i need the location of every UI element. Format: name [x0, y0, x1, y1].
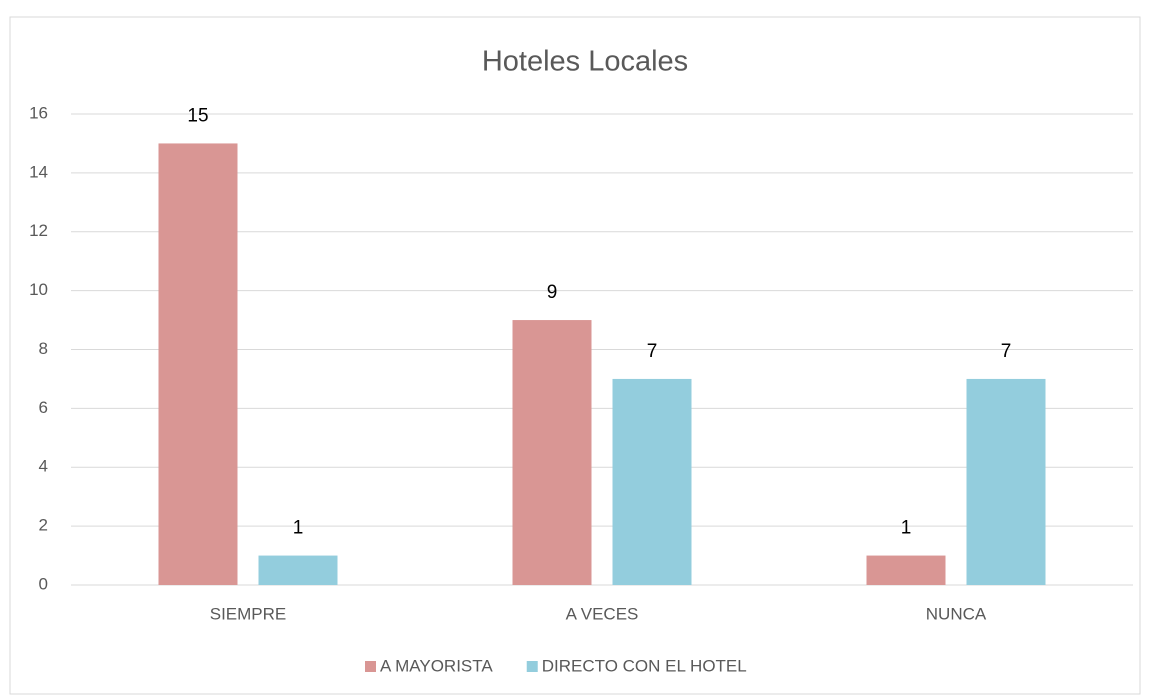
data-label: 1: [901, 518, 912, 539]
bar: [966, 378, 1046, 585]
y-tick-label: 10: [29, 280, 48, 299]
y-tick-label: 8: [39, 339, 48, 358]
x-tick-label: NUNCA: [926, 604, 987, 623]
bar: [866, 555, 946, 585]
legend-swatch: [526, 661, 538, 672]
y-tick-label: 6: [39, 398, 48, 417]
bar: [512, 320, 592, 585]
data-label: 7: [1001, 341, 1012, 362]
data-label: 1: [293, 518, 304, 539]
y-tick-label: 4: [39, 457, 48, 476]
legend-label: A MAYORISTA: [380, 656, 493, 675]
bar: [612, 378, 692, 585]
data-label: 7: [647, 341, 658, 362]
y-tick-label: 16: [29, 103, 48, 122]
data-label: 9: [547, 282, 558, 303]
x-tick-label: SIEMPRE: [210, 604, 287, 623]
legend-label: DIRECTO CON EL HOTEL: [542, 656, 747, 675]
y-tick-label: 14: [29, 162, 48, 181]
data-label: 15: [187, 105, 208, 126]
bar: [158, 143, 238, 585]
y-tick-label: 12: [29, 221, 48, 240]
x-tick-label: A VECES: [566, 604, 639, 623]
y-tick-label: 0: [39, 574, 48, 593]
chart-title: Hoteles Locales: [482, 46, 688, 78]
bar: [258, 555, 338, 585]
y-tick-label: 2: [39, 516, 48, 535]
legend-swatch: [365, 661, 376, 672]
